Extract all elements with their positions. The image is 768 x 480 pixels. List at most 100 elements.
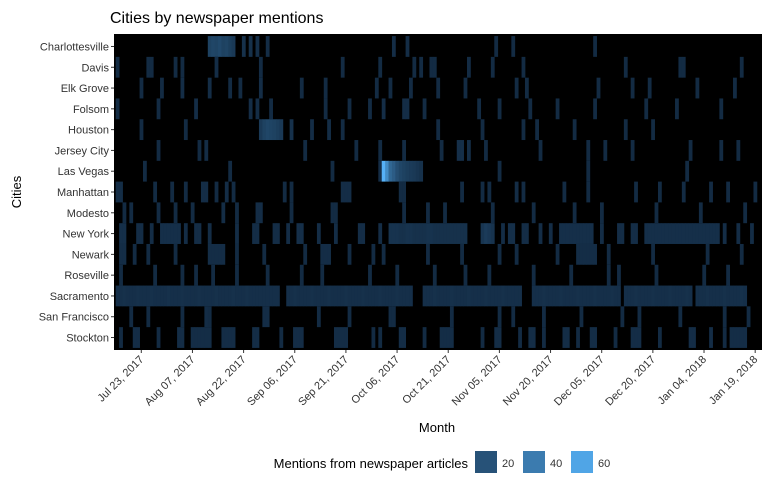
heatmap-cell-folsom [402, 98, 406, 120]
heatmap-cell-davis [173, 56, 178, 78]
heatmap-cell-new-york [456, 223, 461, 244]
heatmap-cell-sacramento [354, 285, 359, 307]
legend-key [571, 451, 593, 473]
heatmap-cell-folsom [269, 98, 273, 120]
heatmap-cell-las-vegas [419, 160, 424, 182]
heatmap-cell-elk-grove [733, 77, 737, 99]
heatmap-cell-new-york [276, 223, 280, 244]
heatmap-cell-sacramento [644, 285, 649, 307]
heatmap-cell-sacramento [136, 285, 140, 307]
heatmap-cell-stockton [136, 327, 140, 348]
heatmap-cell-sacramento [347, 285, 352, 307]
heatmap-cell-sacramento [276, 285, 280, 307]
heatmap-cell-sacramento [463, 285, 468, 307]
heatmap-cell-charlottesville [231, 36, 236, 57]
heatmap-cell-charlottesville [207, 36, 212, 57]
heatmap-cell-sacramento [596, 285, 601, 307]
heatmap-cell-sacramento [473, 285, 478, 307]
heatmap-cell-sacramento [562, 285, 567, 307]
heatmap-cell-newark [497, 243, 502, 265]
heatmap-cell-sacramento [395, 285, 400, 307]
heatmap-cell-sacramento [439, 285, 444, 307]
heatmap-cell-new-york [429, 223, 434, 244]
heatmap-cell-las-vegas [381, 160, 386, 182]
heatmap-cell-new-york [589, 223, 594, 244]
heatmap-cell-sacramento [313, 285, 318, 307]
heatmap-cell-new-york [443, 223, 447, 244]
heatmap-cell-davis [115, 56, 120, 78]
heatmap-cell-stockton [531, 327, 536, 348]
heatmap-cell-roseville [194, 264, 198, 286]
heatmap-cell-davis [432, 56, 437, 78]
heatmap-cell-sacramento [545, 285, 550, 307]
heatmap-cell-new-york [685, 223, 690, 244]
heatmap-cell-manhattan [709, 181, 713, 203]
heatmap-cell-newark [576, 243, 580, 265]
heatmap-cell-manhattan [521, 181, 526, 203]
heatmap-cell-charlottesville [218, 36, 222, 57]
heatmap-cell-sacramento [170, 285, 175, 307]
heatmap-cell-sacramento [409, 285, 413, 307]
heatmap-cell-sacramento [531, 285, 536, 307]
heatmap-cell-stockton [228, 327, 233, 348]
heatmap-cell-manhattan [119, 181, 123, 203]
heatmap-cell-stockton [299, 327, 304, 348]
heatmap-cell-roseville [654, 264, 659, 286]
heatmap-cell-sacramento [153, 285, 158, 307]
heatmap-cell-sacramento [125, 285, 130, 307]
heatmap-cell-roseville [702, 264, 707, 286]
heatmap-cell-sacramento [330, 285, 335, 307]
heatmap-cell-modesto [258, 202, 263, 224]
heatmap-cell-elk-grove [524, 77, 529, 99]
heatmap-cell-houston [276, 119, 280, 141]
heatmap-cell-new-york [449, 223, 454, 244]
heatmap-cell-jersey-city [354, 140, 359, 161]
heatmap-cell-sacramento [197, 285, 202, 307]
heatmap-cell-sacramento [514, 285, 519, 307]
heatmap-cell-newark [579, 243, 584, 265]
heatmap-cell-elk-grove [388, 77, 393, 99]
heatmap-cell-elk-grove [463, 77, 468, 99]
heatmap-cell-new-york [736, 223, 741, 244]
heatmap-cell-newark [460, 243, 464, 265]
heatmap-cell-stockton [637, 327, 642, 348]
heatmap-cell-new-york [173, 223, 178, 244]
heatmap-cell-san-francisco [620, 306, 625, 328]
heatmap-cell-jersey-city [736, 140, 741, 161]
heatmap-cell-stockton [542, 327, 546, 348]
heatmap-cell-manhattan [183, 181, 188, 203]
heatmap-cell-elk-grove [139, 77, 144, 99]
heatmap-cell-manhattan [562, 181, 567, 203]
heatmap-cell-new-york [651, 223, 655, 244]
heatmap-cell-manhattan [282, 181, 287, 203]
heatmap-cell-houston [436, 119, 441, 141]
heatmap-cell-houston [279, 119, 284, 141]
heatmap-cell-sacramento [228, 285, 233, 307]
x-tick-label: Nov 20, 2017 [501, 354, 556, 409]
heatmap-cell-sacramento [255, 285, 260, 307]
heatmap-cell-manhattan [398, 181, 403, 203]
heatmap-cell-new-york [255, 223, 260, 244]
heatmap-cell-newark [606, 243, 611, 265]
heatmap-cell-sacramento [231, 285, 236, 307]
heatmap-cell-sacramento [374, 285, 379, 307]
heatmap-cell-stockton [231, 327, 236, 348]
heatmap-cell-new-york [183, 223, 188, 244]
heatmap-cell-sacramento [630, 285, 635, 307]
heatmap-cell-folsom [405, 98, 410, 120]
heatmap-cell-davis [739, 56, 744, 78]
x-tick-label: Dec 20, 2017 [603, 354, 658, 409]
heatmap-cell-new-york [333, 223, 338, 244]
heatmap-cell-houston [623, 119, 628, 141]
heatmap-cell-charlottesville [248, 36, 253, 57]
heatmap-cell-las-vegas [402, 160, 406, 182]
heatmap-cell-sacramento [579, 285, 584, 307]
heatmap-cell-sacramento [507, 285, 512, 307]
heatmap-cell-modesto [531, 202, 536, 224]
heatmap-cell-jersey-city [603, 140, 608, 161]
heatmap-cell-sacramento [238, 285, 243, 307]
heatmap-cell-folsom [675, 98, 679, 120]
heatmap-cell-sacramento [286, 285, 291, 307]
heatmap-cell-newark [347, 243, 352, 265]
heatmap-cell-sacramento [600, 285, 604, 307]
